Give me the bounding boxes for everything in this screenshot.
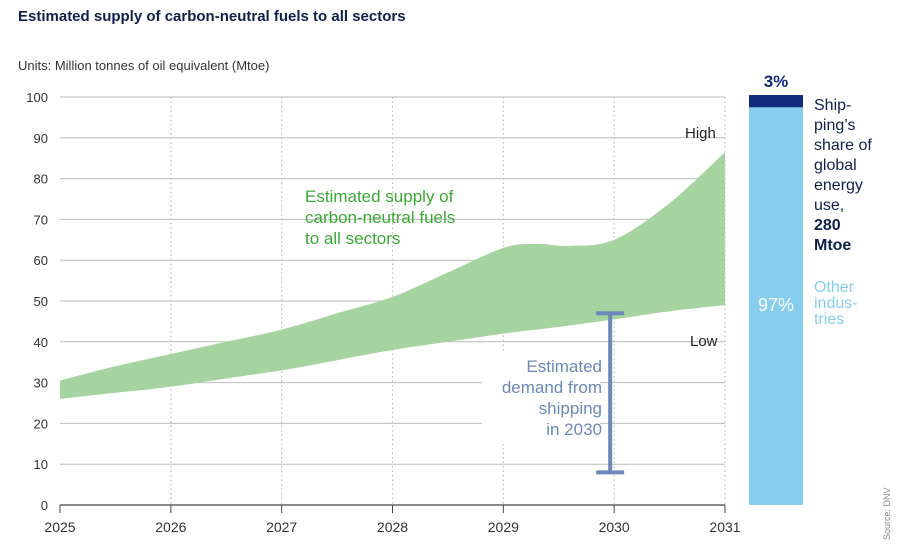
shipping-share-bar — [749, 95, 803, 108]
supply-band-area — [60, 152, 725, 399]
other-industries-bar — [749, 107, 803, 506]
shipping-label-bold-line: Mtoe — [814, 237, 851, 254]
demand-label-line: shipping — [539, 399, 602, 418]
units-label: Units: Million tonnes of oil equivalent … — [18, 58, 270, 73]
source-note: Source: DNV — [882, 487, 892, 540]
y-tick-label: 80 — [34, 172, 48, 187]
band-label-line: Estimated supply of — [305, 187, 454, 206]
shipping-label-bold-line: 280 — [814, 217, 841, 234]
low-label: Low — [690, 333, 718, 350]
shipping-label-line: Ship- — [814, 97, 851, 114]
x-tick-label: 2030 — [599, 519, 630, 535]
x-tick-label: 2027 — [266, 519, 297, 535]
shipping-pct-label: 3% — [764, 72, 789, 91]
x-tick-label: 2025 — [44, 519, 75, 535]
y-tick-label: 0 — [41, 498, 48, 513]
demand-label-backdrop — [482, 352, 600, 444]
y-tick-label: 70 — [34, 212, 48, 227]
band-label-line: to all sectors — [305, 229, 400, 248]
shipping-label-line: ping’s — [814, 117, 856, 134]
x-tick-label: 2026 — [155, 519, 186, 535]
x-tick-label: 2029 — [488, 519, 519, 535]
other-label-line: tries — [814, 311, 844, 328]
y-tick-label: 50 — [34, 294, 48, 309]
other-label-line: indus- — [814, 295, 858, 312]
demand-label-line: Estimated — [526, 357, 602, 376]
y-tick-label: 20 — [34, 416, 48, 431]
shipping-label-line: global — [814, 157, 857, 174]
y-tick-label: 60 — [34, 253, 48, 268]
demand-label-line: demand from — [502, 378, 602, 397]
y-tick-label: 100 — [26, 90, 48, 105]
chart-title: Estimated supply of carbon-neutral fuels… — [18, 8, 406, 25]
x-tick-label: 2028 — [377, 519, 408, 535]
shipping-label-line: energy — [814, 177, 863, 194]
y-tick-label: 10 — [34, 457, 48, 472]
high-label: High — [685, 125, 716, 142]
band-label-line: carbon-neutral fuels — [305, 208, 455, 227]
shipping-label-line: share of — [814, 137, 872, 154]
y-tick-label: 40 — [34, 335, 48, 350]
y-tick-label: 90 — [34, 131, 48, 146]
other-label-line: Other — [814, 279, 855, 296]
shipping-label-line: use, — [814, 197, 844, 214]
other-pct-label: 97% — [758, 295, 794, 315]
demand-label-line: in 2030 — [546, 420, 602, 439]
x-tick-label: 2031 — [709, 519, 740, 535]
y-tick-label: 30 — [34, 376, 48, 391]
